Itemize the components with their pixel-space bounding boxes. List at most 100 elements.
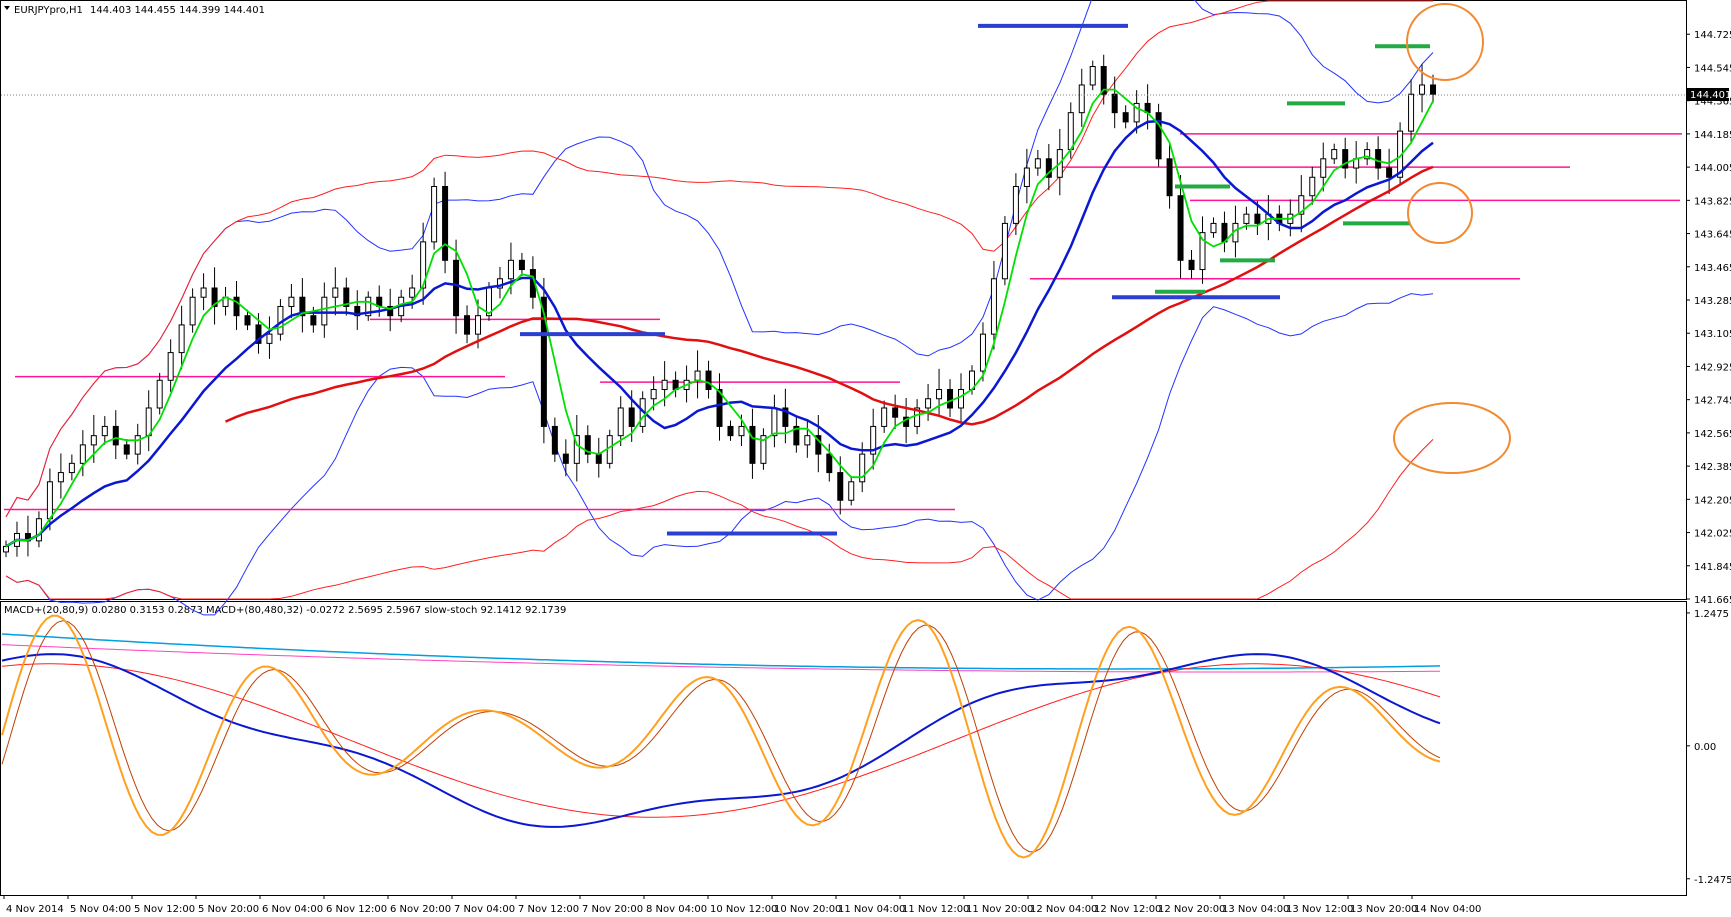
- candle-body: [573, 435, 580, 464]
- candle-body: [1067, 112, 1074, 151]
- candle-body: [661, 379, 668, 391]
- candle-body: [145, 407, 152, 437]
- bb-long-lower: [5, 439, 1434, 600]
- time-tick-label: 5 Nov 20:00: [198, 904, 259, 915]
- candle-body: [387, 305, 394, 317]
- candle-body: [332, 287, 339, 298]
- candle-body: [1331, 149, 1338, 160]
- candle-body: [1309, 176, 1316, 197]
- candle-body: [1078, 84, 1085, 114]
- price-tick-label: 144.545: [1694, 63, 1731, 74]
- time-tick-label: 7 Nov 12:00: [518, 904, 579, 915]
- price-tick-label: 141.845: [1694, 562, 1731, 573]
- candle-body: [815, 435, 822, 455]
- current-price-label: 144.401: [1690, 90, 1731, 101]
- osc-tick-label: 0.00: [1694, 742, 1716, 753]
- price-tick-label: 142.565: [1694, 429, 1731, 440]
- candle-body: [1188, 259, 1195, 271]
- candle-body: [46, 481, 53, 520]
- candle-body: [442, 185, 449, 261]
- current-price-box: [1687, 88, 1729, 101]
- candle-body: [1155, 112, 1162, 160]
- time-tick-label: 12 Nov 12:00: [1094, 904, 1161, 915]
- time-tick-label: 13 Nov 12:00: [1286, 904, 1353, 915]
- candle-body: [475, 315, 482, 335]
- candle-body: [705, 370, 712, 391]
- osc-tick-label: 1.2475: [1694, 609, 1729, 620]
- candle-body: [771, 407, 778, 437]
- candle-body: [1243, 213, 1250, 224]
- fast-ma-line: [5, 88, 1434, 548]
- candle-body: [628, 407, 635, 427]
- candle-body: [1254, 213, 1261, 224]
- candle-body: [650, 389, 657, 400]
- price-tick-label: 143.825: [1694, 196, 1731, 207]
- price-tick-label: 142.205: [1694, 495, 1731, 506]
- candle-body: [1320, 158, 1327, 178]
- price-tick-label: 144.365: [1694, 97, 1731, 108]
- main-chart-frame: [0, 0, 1687, 600]
- candle-body: [1342, 149, 1349, 169]
- candle-body: [134, 435, 141, 455]
- candle-body: [1177, 195, 1184, 261]
- oscillators: [1, 614, 1441, 859]
- time-tick-label: 12 Nov 20:00: [1158, 904, 1225, 915]
- candle-body: [1023, 167, 1030, 187]
- candle-body: [848, 481, 855, 501]
- candle-body: [1133, 102, 1140, 123]
- symbol-title: EURJPYpro,H1: [14, 5, 83, 16]
- price-tick-label: 144.185: [1694, 130, 1731, 141]
- candle-body: [914, 407, 921, 427]
- candle-body: [1364, 149, 1371, 160]
- subwindow-title: MACD+(20,80,9) 0.0280 0.3153 0.2873 MACD…: [4, 605, 566, 616]
- annotation-marks: [520, 23, 1430, 536]
- candle-body: [178, 324, 185, 354]
- time-tick-label: 10 Nov 12:00: [710, 904, 777, 915]
- candle-body: [1408, 93, 1415, 132]
- candle-body: [826, 453, 833, 474]
- mid-ma-line: [5, 119, 1434, 548]
- candle-body: [200, 287, 207, 298]
- highlight-ellipses: [1393, 3, 1511, 474]
- candle-body: [1375, 149, 1382, 169]
- candle-body: [343, 287, 350, 307]
- price-tick-label: 142.025: [1694, 529, 1731, 540]
- candle-body: [749, 425, 756, 464]
- time-tick-label: 8 Nov 04:00: [646, 904, 707, 915]
- candle-body: [727, 425, 734, 437]
- candle-body: [112, 425, 119, 446]
- time-tick-label: 7 Nov 04:00: [454, 904, 515, 915]
- candle-body: [1100, 66, 1107, 95]
- candle-body: [595, 453, 602, 464]
- bollinger-bands: [5, 0, 1434, 616]
- candle-body: [551, 425, 558, 455]
- candle-body: [892, 407, 899, 418]
- candle-body: [947, 389, 954, 409]
- candle-body: [156, 379, 163, 409]
- price-tick-label: 143.105: [1694, 329, 1731, 340]
- collapse-triangle-icon[interactable]: [4, 6, 10, 10]
- candle-body: [1210, 222, 1217, 234]
- candle-body: [288, 296, 295, 307]
- macd-long-line: [1, 633, 1441, 670]
- candle-body: [837, 472, 844, 501]
- candle-body: [310, 315, 317, 326]
- candle-body: [1089, 66, 1096, 86]
- candle-body: [167, 352, 174, 381]
- candle-body: [266, 333, 273, 344]
- time-tick-label: 13 Nov 20:00: [1350, 904, 1417, 915]
- candle-body: [1166, 158, 1173, 197]
- macd-signal-line: [1, 663, 1441, 818]
- candle-body: [760, 435, 767, 464]
- candle-body: [990, 278, 997, 335]
- candle-body: [255, 324, 262, 344]
- candle-body: [79, 444, 86, 464]
- candle-body: [793, 425, 800, 446]
- bb-long-upper: [5, 0, 1433, 518]
- candle-body: [453, 259, 460, 317]
- price-tick-label: 143.645: [1694, 230, 1731, 241]
- time-tick-label: 5 Nov 04:00: [70, 904, 131, 915]
- bb-short-lower: [5, 293, 1434, 616]
- candle-body: [606, 435, 613, 464]
